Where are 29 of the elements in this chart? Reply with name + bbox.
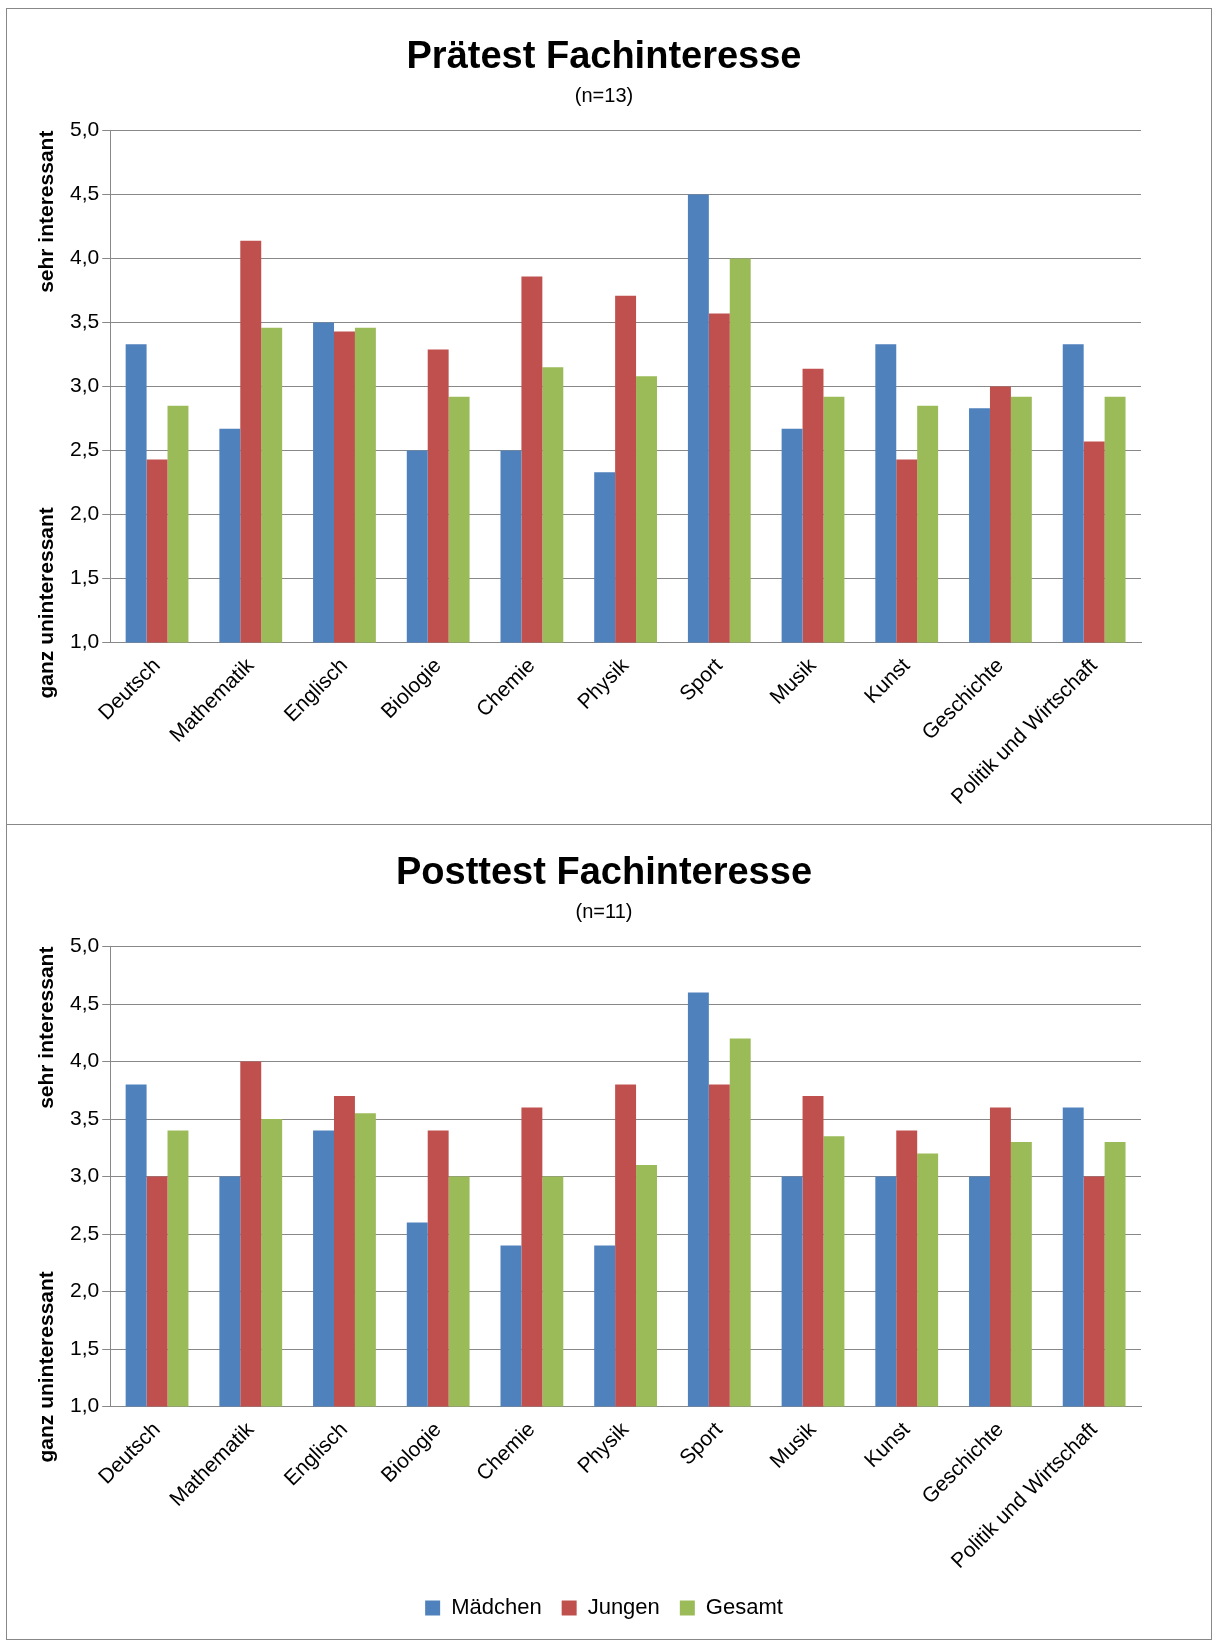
text: sehr interessant bbox=[33, 946, 57, 1109]
text: ganz uninteressant bbox=[33, 1271, 57, 1463]
y-tick-label: 3,5 bbox=[69, 1105, 100, 1129]
y-tick-label: 2,5 bbox=[69, 437, 100, 461]
y-tick-label: 5,0 bbox=[69, 933, 100, 957]
y-tick-label: 4,5 bbox=[69, 181, 100, 205]
y-tick-label: 1,0 bbox=[69, 1393, 100, 1417]
y-tick-label: 3,5 bbox=[69, 309, 100, 333]
chart-subtitle: (n=13) bbox=[574, 84, 634, 107]
y-tick-label: 2,0 bbox=[69, 501, 100, 525]
y-tick-label: 4,5 bbox=[69, 990, 100, 1014]
y-tick-label: 1,0 bbox=[69, 629, 100, 653]
legend-label: Gesamt bbox=[705, 1594, 783, 1620]
y-tick-label: 1,5 bbox=[69, 1335, 100, 1359]
text: ganz uninteressant bbox=[33, 507, 57, 699]
chart-subtitle: (n=11) bbox=[575, 900, 633, 923]
y-tick-label: 2,5 bbox=[69, 1220, 100, 1244]
legend-label: Jungen bbox=[587, 1594, 660, 1620]
y-tick-label: 1,5 bbox=[69, 565, 100, 589]
text: sehr interessant bbox=[33, 130, 57, 293]
y-tick-label: 5,0 bbox=[69, 117, 100, 141]
chart-title: Posttest Fachinteresse bbox=[395, 850, 813, 893]
y-tick-label: 4,0 bbox=[69, 245, 100, 269]
chart-title: Prätest Fachinteresse bbox=[406, 34, 802, 77]
legend-label: Mädchen bbox=[451, 1594, 542, 1620]
y-tick-label: 3,0 bbox=[69, 1163, 100, 1187]
y-tick-label: 4,0 bbox=[69, 1048, 100, 1072]
y-tick-label: 3,0 bbox=[69, 373, 100, 397]
y-tick-label: 2,0 bbox=[69, 1278, 100, 1302]
